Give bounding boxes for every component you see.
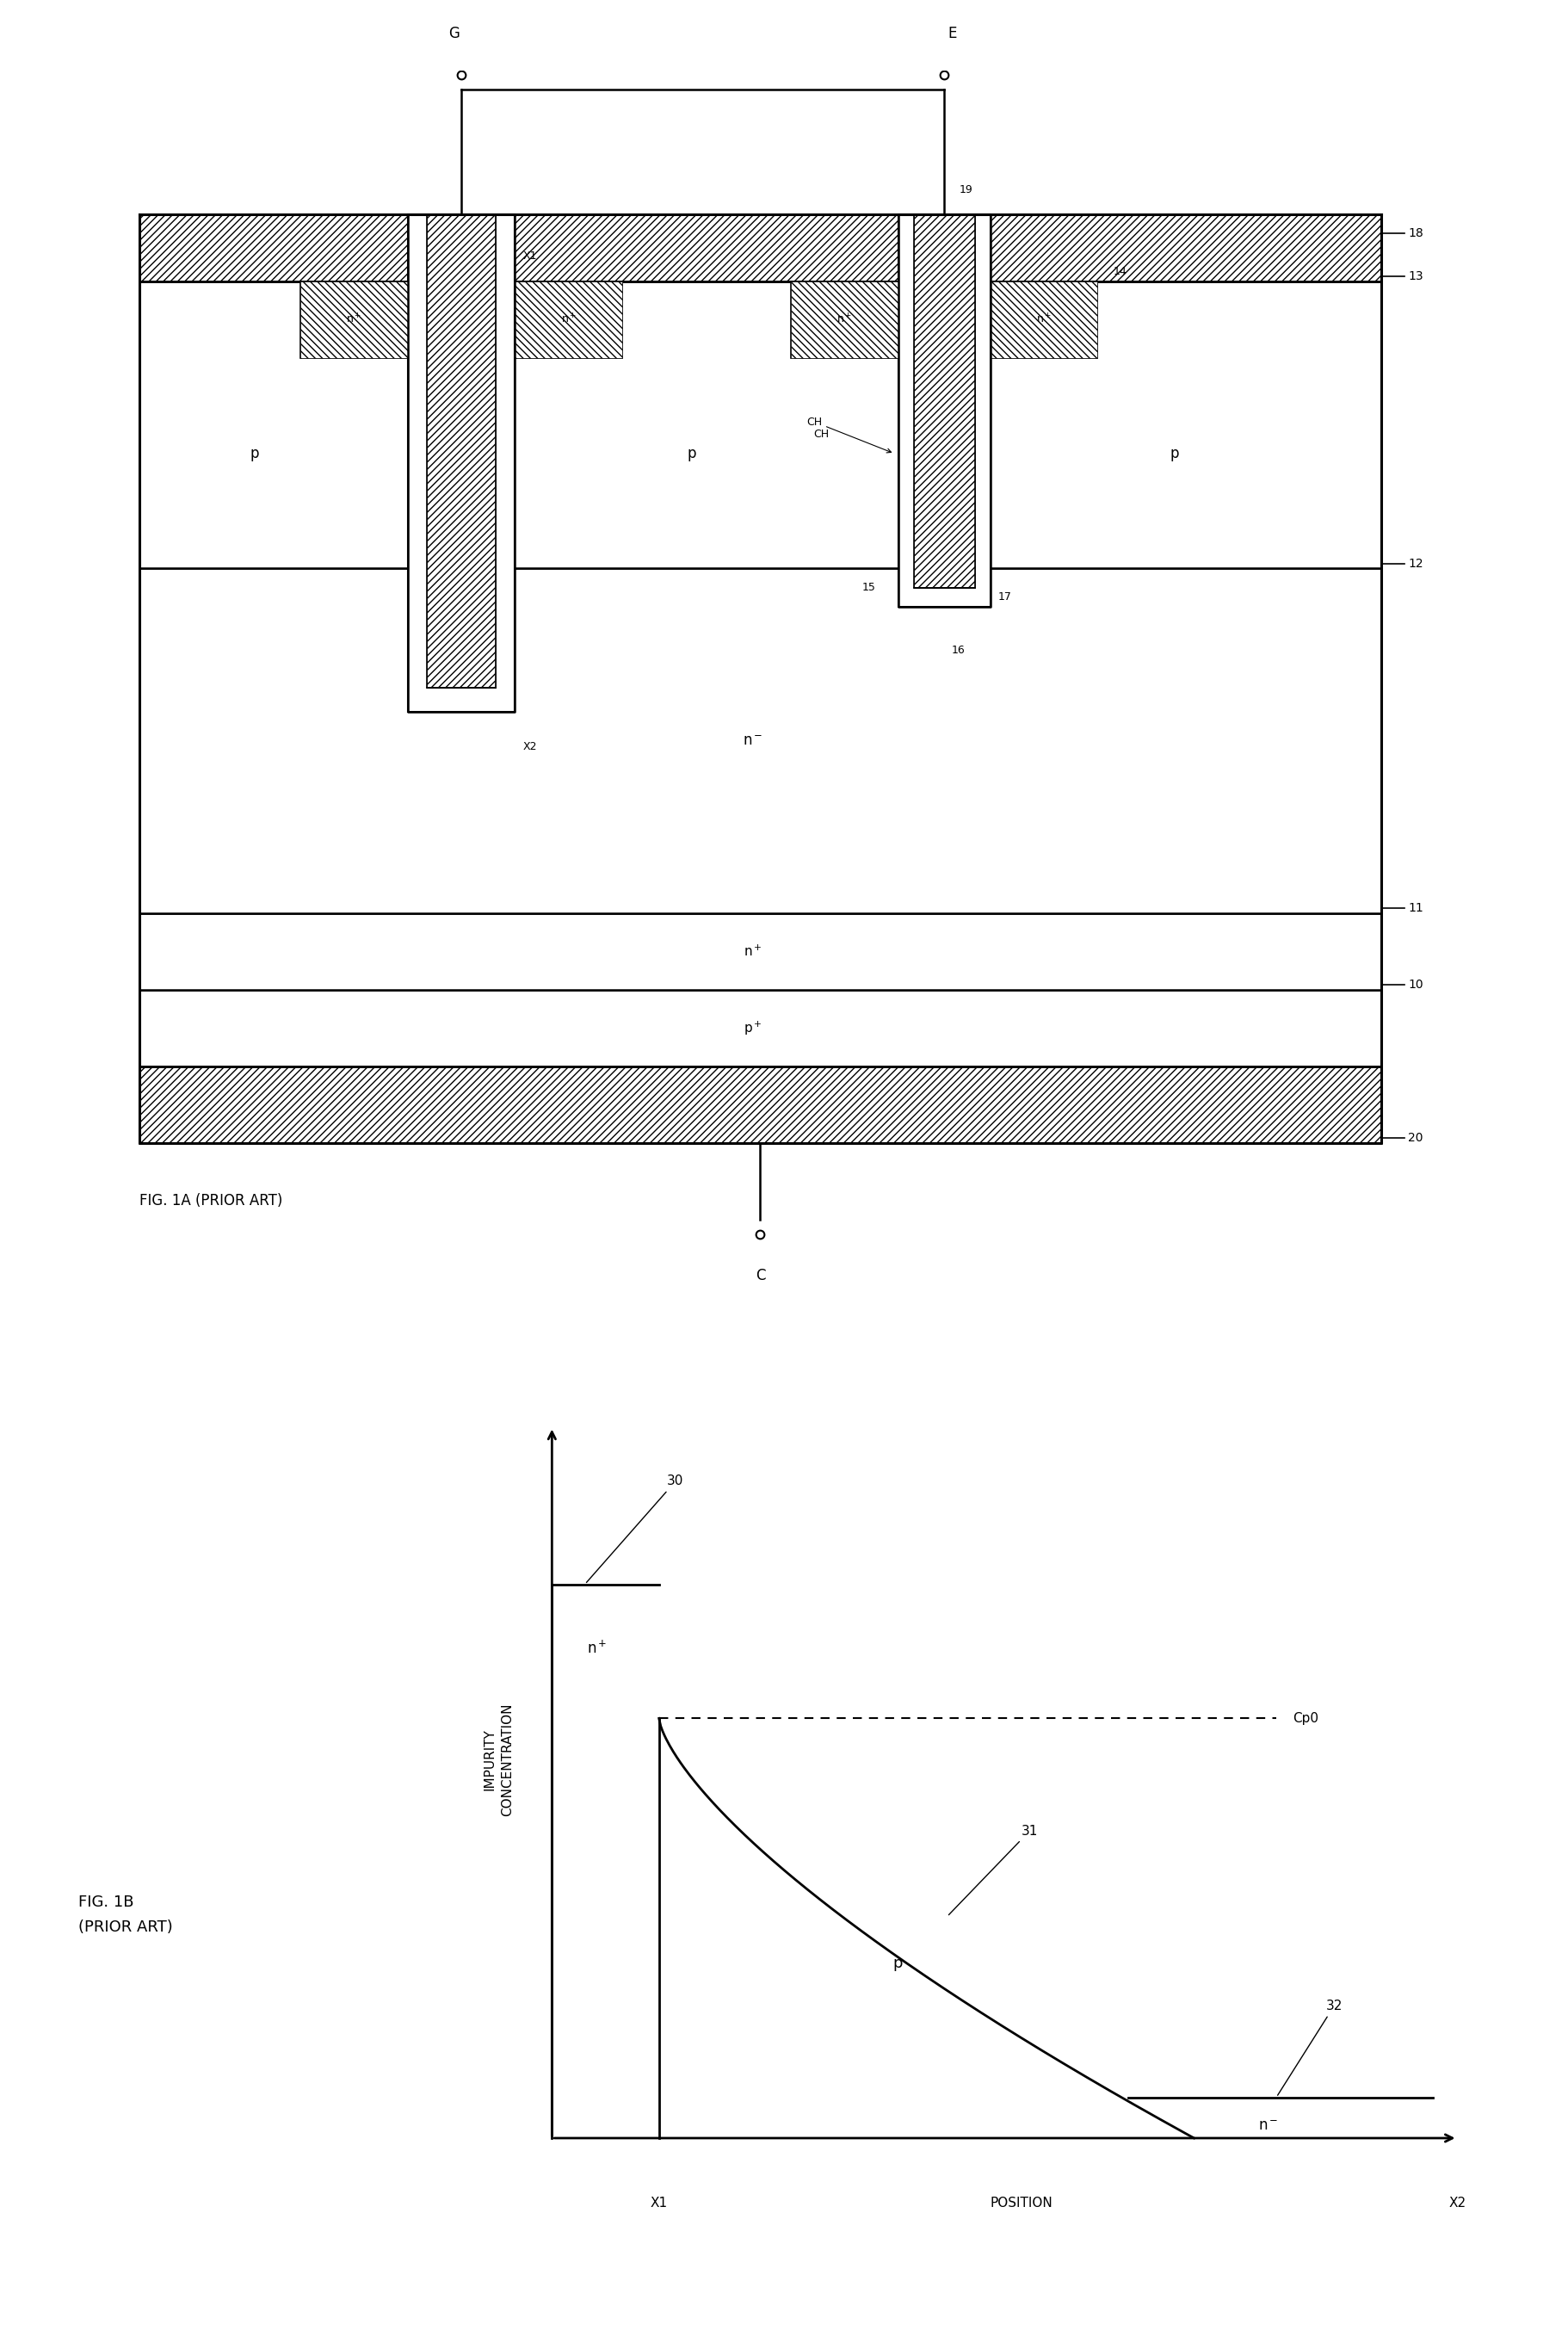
Text: n$^+$: n$^+$ (1036, 312, 1052, 327)
Text: X1: X1 (651, 2196, 668, 2210)
Text: 30: 30 (586, 1475, 684, 1583)
Text: X2: X2 (1449, 2196, 1466, 2210)
Bar (140, 568, 1381, 914)
Text: POSITION: POSITION (989, 2196, 1052, 2210)
Text: p: p (687, 446, 696, 460)
Bar (140, 282, 1381, 568)
Text: 11: 11 (1408, 902, 1424, 914)
Text: p: p (1170, 446, 1179, 460)
Text: X2: X2 (522, 740, 536, 752)
Text: n$^+$: n$^+$ (561, 312, 577, 327)
Bar (140, 989, 1381, 1066)
Bar (140, 1066, 1381, 1144)
Bar (898, 214, 991, 606)
Text: 17: 17 (997, 592, 1011, 604)
Text: n$^-$: n$^-$ (1258, 2119, 1278, 2135)
Bar (426, 214, 495, 688)
Text: Cp0: Cp0 (1292, 1712, 1319, 1724)
Text: n$^+$: n$^+$ (586, 1640, 607, 1656)
Text: n$^-$: n$^-$ (743, 733, 762, 749)
Text: p: p (249, 446, 259, 460)
Bar (790, 282, 898, 357)
Text: 15: 15 (862, 583, 875, 594)
Text: p$^+$: p$^+$ (743, 1019, 762, 1036)
Text: n$^+$: n$^+$ (743, 944, 762, 958)
Text: FIG. 1A (PRIOR ART): FIG. 1A (PRIOR ART) (140, 1193, 282, 1207)
Text: FIG. 1B
(PRIOR ART): FIG. 1B (PRIOR ART) (78, 1893, 172, 1936)
Text: 13: 13 (1408, 270, 1424, 282)
Text: 18: 18 (1408, 228, 1424, 240)
Bar (514, 282, 622, 357)
Bar (790, 282, 898, 357)
Text: G: G (448, 26, 459, 42)
Text: E: E (947, 26, 956, 42)
Bar (301, 282, 408, 357)
Text: 31: 31 (949, 1825, 1038, 1914)
Text: 32: 32 (1278, 1999, 1342, 2095)
Bar (991, 282, 1098, 357)
Bar (140, 214, 1381, 282)
Text: 10: 10 (1408, 980, 1424, 991)
Text: X1: X1 (522, 251, 536, 263)
Bar (140, 214, 1381, 282)
Text: 16: 16 (952, 646, 966, 655)
Bar (514, 282, 622, 357)
Bar (140, 1066, 1381, 1144)
Text: C: C (756, 1268, 765, 1283)
Bar (408, 214, 514, 712)
Bar (301, 282, 408, 357)
Text: 19: 19 (960, 183, 974, 195)
Text: 14: 14 (1113, 265, 1126, 277)
Bar (914, 214, 975, 587)
Text: IMPURITY
CONCENTRATION: IMPURITY CONCENTRATION (483, 1703, 514, 1816)
Text: CH: CH (814, 430, 829, 439)
Bar (140, 914, 1381, 989)
Text: p: p (892, 1954, 903, 1971)
Text: n$^+$: n$^+$ (837, 312, 853, 327)
Bar (991, 282, 1098, 357)
Text: 20: 20 (1408, 1132, 1424, 1144)
Text: CH: CH (806, 416, 891, 453)
Text: 12: 12 (1408, 557, 1424, 571)
Text: n$^+$: n$^+$ (347, 312, 362, 327)
